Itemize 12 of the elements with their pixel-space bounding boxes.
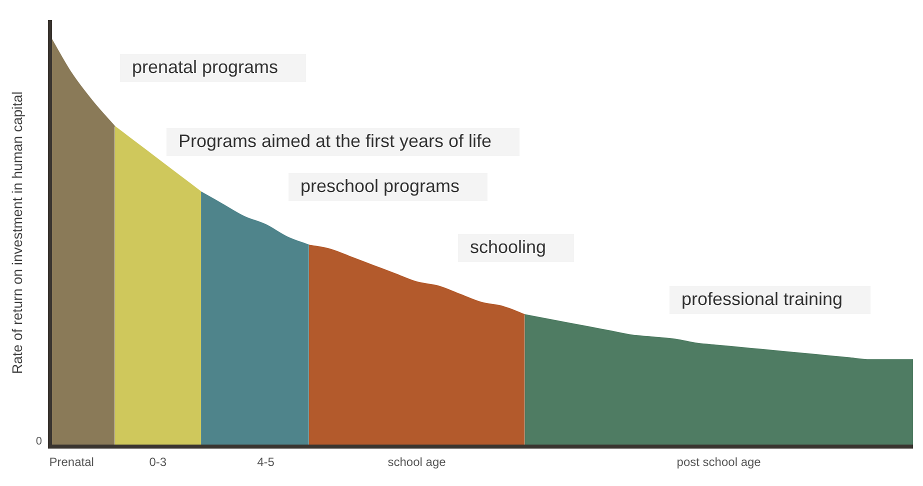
x-tick-label: 0-3 [149,455,167,470]
x-tick-label: 4-5 [257,455,275,470]
x-tick-label: Prenatal [49,455,94,470]
y-axis-title: Rate of return on investment in human capital [8,92,25,374]
text: prenatal programs [132,56,278,77]
series-label: professional training [681,288,843,309]
x-tick-label: school age [388,455,446,470]
series-label: Programs aimed at the first years of life [178,130,492,151]
text: schooling [470,236,546,257]
text: preschool programs [300,176,460,196]
text: 0 [36,436,42,448]
x-tick-label: post school age [676,455,762,470]
